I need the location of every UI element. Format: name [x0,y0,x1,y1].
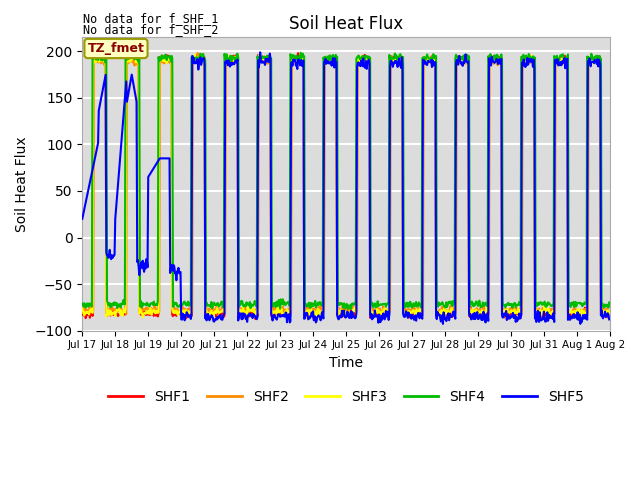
SHF4 [297,50,305,56]
Text: No data for f_SHF_2: No data for f_SHF_2 [83,23,219,36]
SHF4 [140,301,148,307]
Legend: SHF1, SHF2, SHF3, SHF4, SHF5: SHF1, SHF2, SHF3, SHF4, SHF5 [103,384,589,409]
SHF5 [79,216,86,222]
SHF3 [317,315,324,321]
SHF2 [264,61,271,67]
SHF5 [140,269,148,275]
SHF2 [140,307,148,312]
SHF5 [439,321,447,327]
Line: SHF4: SHF4 [83,53,609,309]
Text: No data for f_SHF_1: No data for f_SHF_1 [83,12,219,25]
SHF1 [605,311,613,316]
SHF2 [79,308,86,314]
Text: TZ_fmet: TZ_fmet [88,42,145,55]
SHF1 [284,310,292,316]
SHF2 [449,312,457,318]
SHF1 [140,309,148,314]
SHF4 [605,300,613,305]
SHF5 [257,49,264,55]
X-axis label: Time: Time [329,356,363,370]
SHF2 [194,50,202,56]
SHF4 [283,300,291,306]
Line: SHF3: SHF3 [83,55,609,318]
SHF4 [263,53,271,59]
SHF3 [605,309,613,314]
SHF2 [605,311,613,317]
SHF5 [401,314,408,320]
SHF3 [401,311,409,316]
SHF2 [238,307,246,312]
SHF5 [237,311,245,316]
SHF3 [284,307,292,313]
Line: SHF1: SHF1 [83,53,609,319]
SHF2 [401,305,408,311]
Title: Soil Heat Flux: Soil Heat Flux [289,15,403,33]
SHF1 [252,316,259,322]
Y-axis label: Soil Heat Flux: Soil Heat Flux [15,136,29,232]
SHF1 [401,310,409,315]
SHF2 [284,308,292,314]
SHF4 [237,299,245,304]
SHF3 [264,55,271,60]
SHF3 [79,306,86,312]
SHF4 [344,306,352,312]
SHF1 [294,50,302,56]
SHF5 [605,316,613,322]
SHF2 [430,55,438,61]
SHF5 [430,60,438,66]
SHF1 [431,58,438,64]
SHF1 [264,54,271,60]
SHF5 [284,312,292,318]
SHF1 [237,311,245,316]
SHF3 [255,52,263,58]
SHF4 [431,53,438,59]
SHF1 [79,308,86,314]
SHF4 [401,302,409,308]
SHF4 [79,301,86,307]
Line: SHF2: SHF2 [83,53,609,315]
SHF3 [237,308,245,313]
Line: SHF5: SHF5 [83,52,609,324]
SHF3 [431,55,438,61]
SHF3 [140,310,148,316]
SHF5 [264,59,271,64]
